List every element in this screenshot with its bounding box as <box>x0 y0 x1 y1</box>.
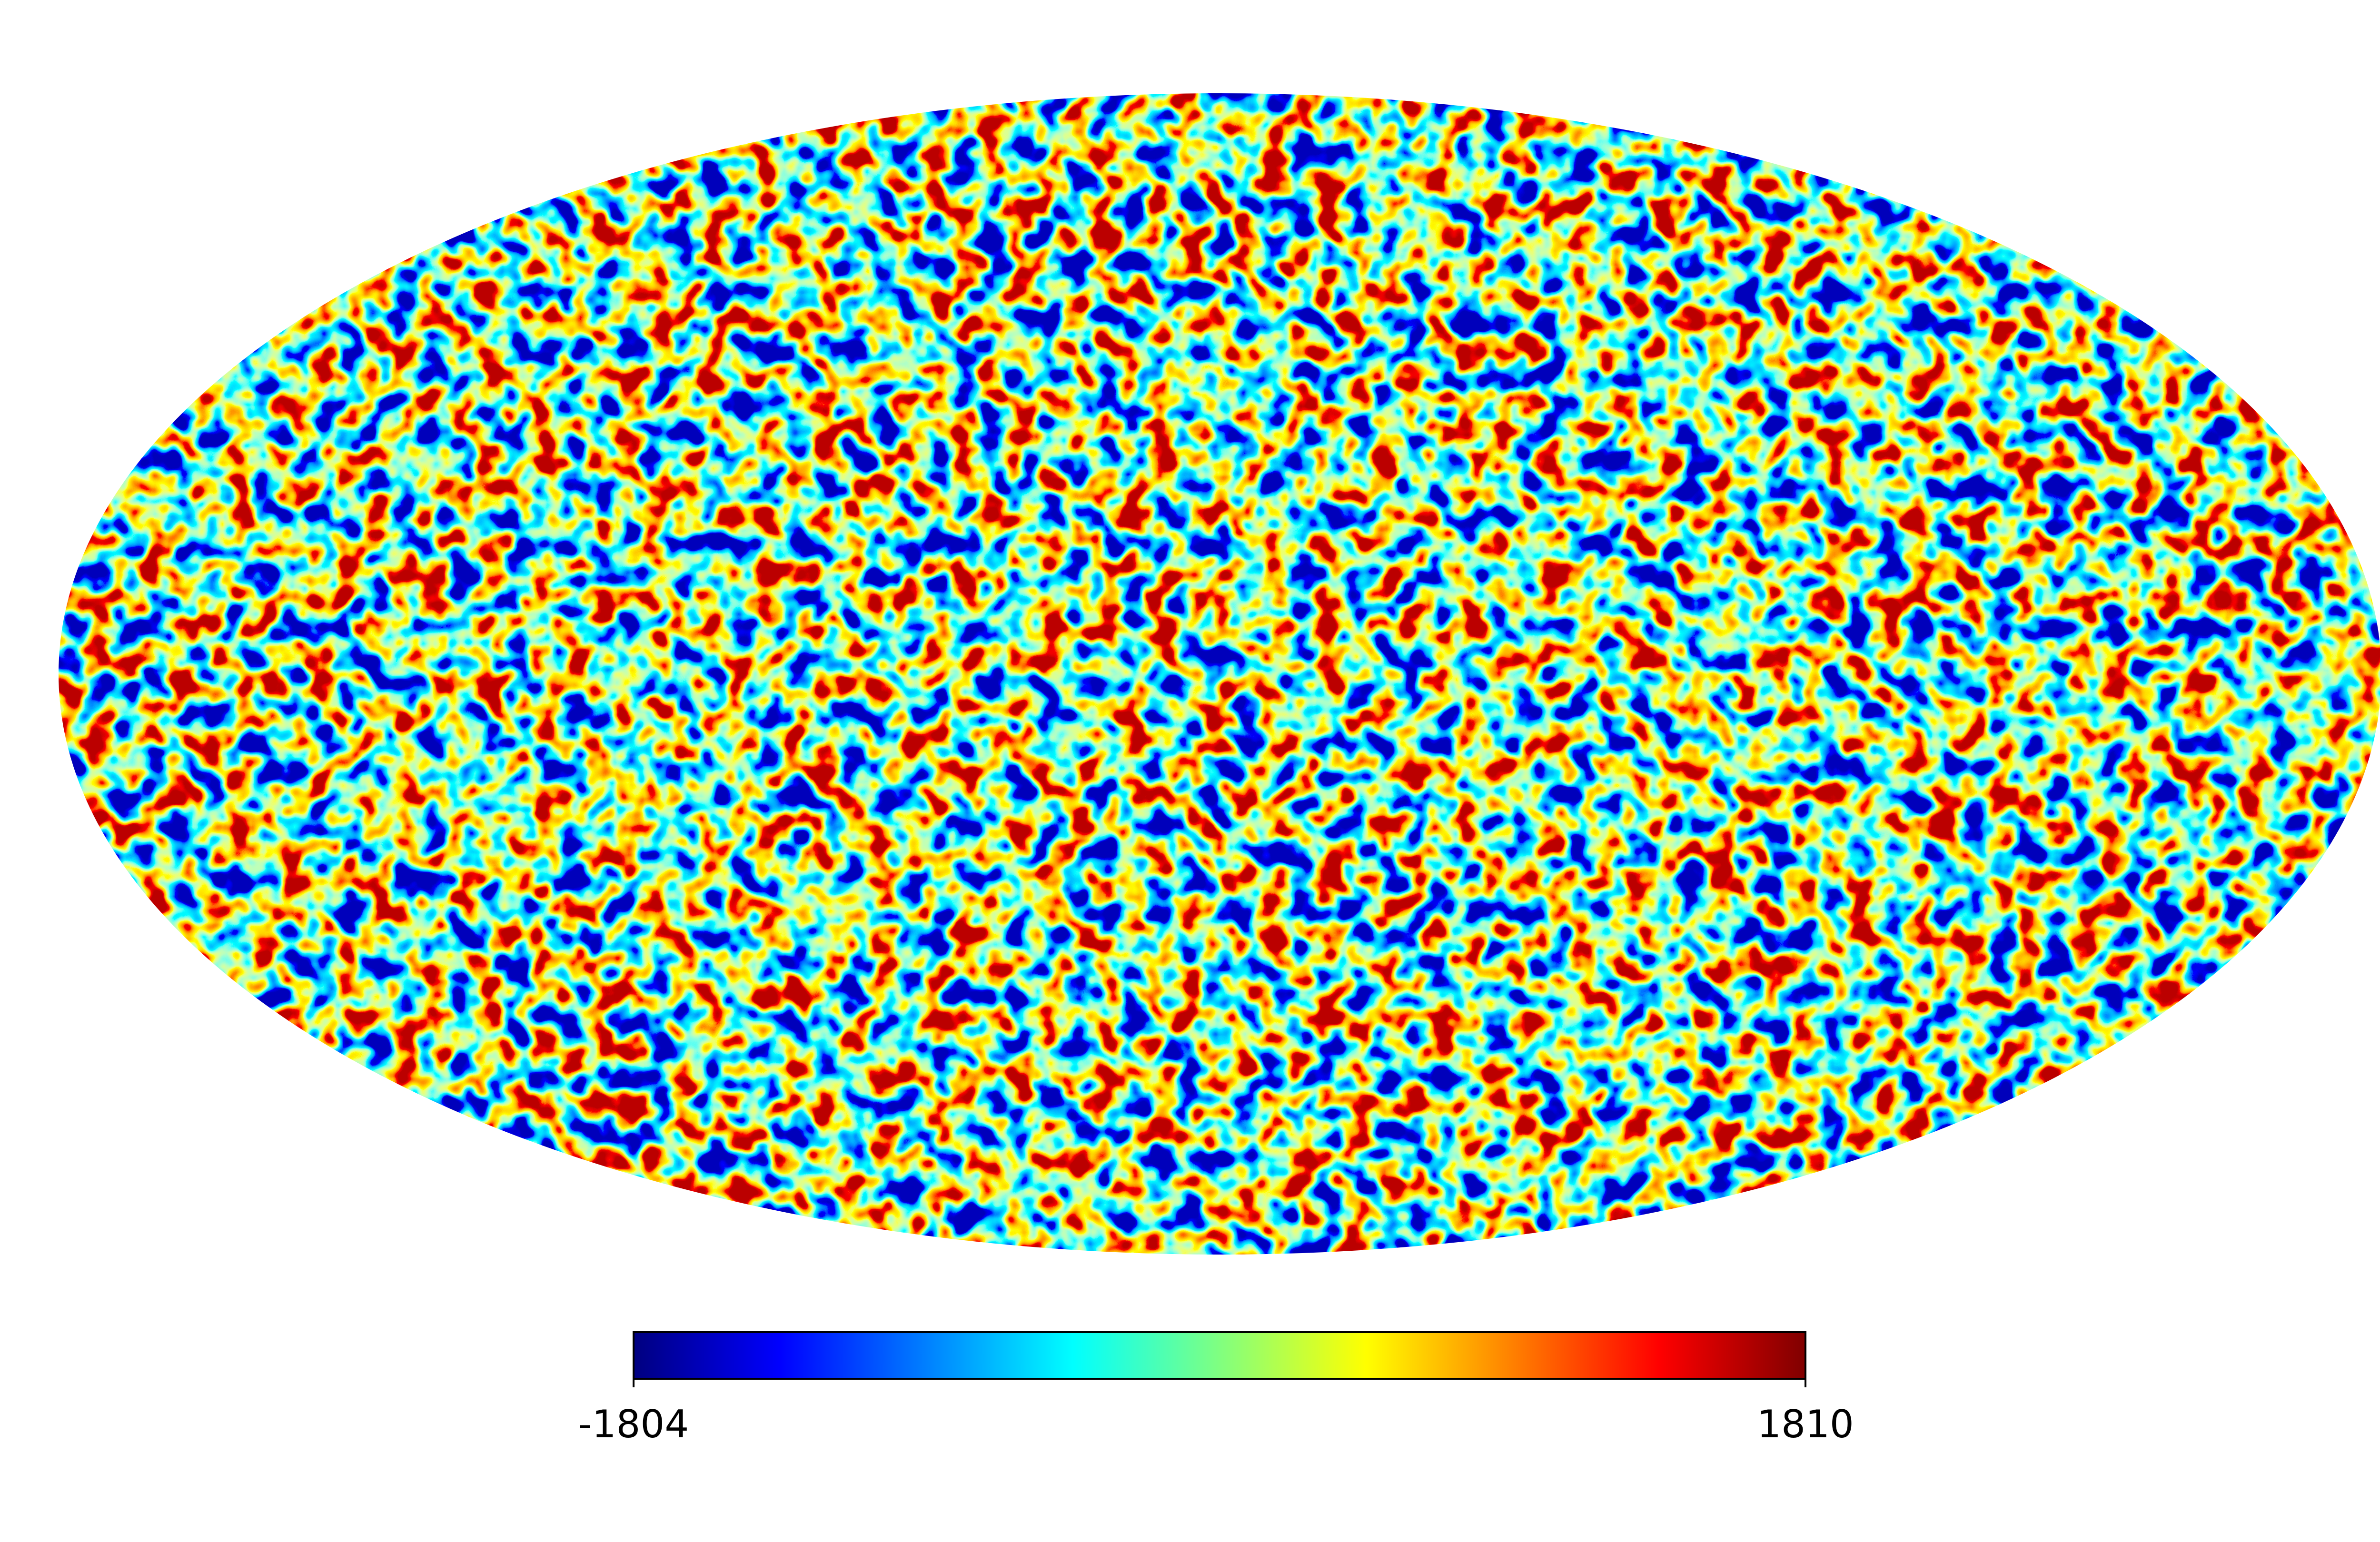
colorbar-tick-label: -1804 <box>578 1402 689 1446</box>
colorbar-tick-label: 1810 <box>1757 1402 1854 1446</box>
colorbar <box>633 1331 1806 1380</box>
